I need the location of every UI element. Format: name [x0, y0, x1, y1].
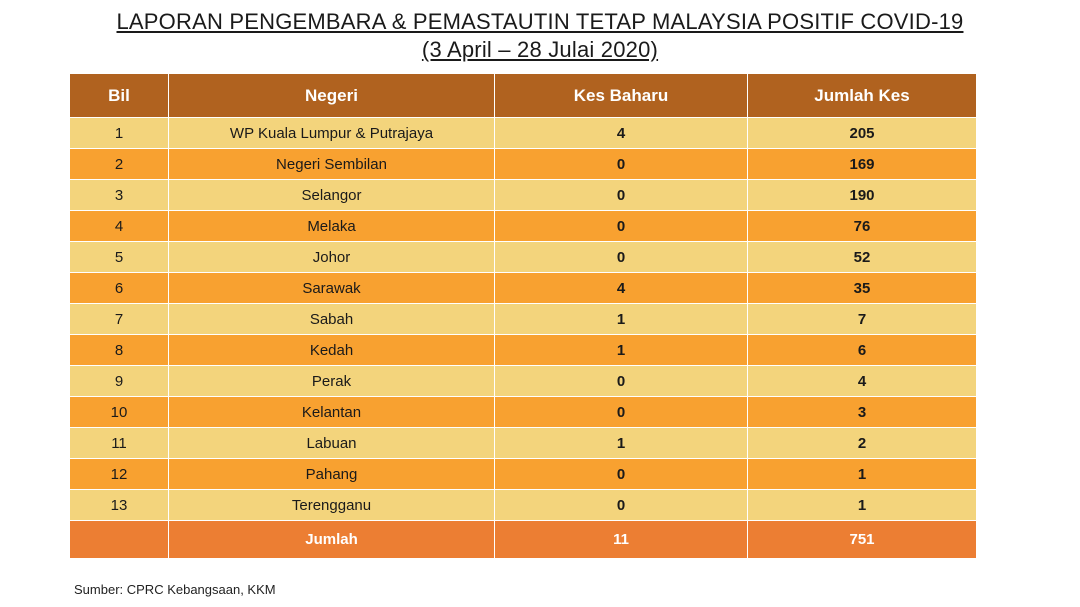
cell-jumlah-kes: 6 — [747, 334, 977, 366]
cell-kes-baharu: 0 — [494, 396, 748, 428]
cell-bil: 2 — [69, 148, 169, 180]
cell-jumlah-kes: 52 — [747, 241, 977, 273]
table-row: 8 Kedah 1 6 — [69, 334, 977, 366]
cell-kes-baharu: 4 — [494, 272, 748, 304]
cell-jumlah-kes: 35 — [747, 272, 977, 304]
cell-negeri: Labuan — [168, 427, 495, 459]
cell-negeri: Kelantan — [168, 396, 495, 428]
report-title: LAPORAN PENGEMBARA & PEMASTAUTIN TETAP M… — [0, 8, 1080, 64]
table-row: 13 Terengganu 0 1 — [69, 489, 977, 521]
cell-negeri: Negeri Sembilan — [168, 148, 495, 180]
cell-bil: 12 — [69, 458, 169, 490]
header-jumlah-kes: Jumlah Kes — [747, 73, 977, 118]
total-label: Jumlah — [168, 520, 495, 559]
cell-negeri: Perak — [168, 365, 495, 397]
report-title-line-2: (3 April – 28 Julai 2020) — [421, 37, 659, 62]
cell-bil: 13 — [69, 489, 169, 521]
cell-bil: 9 — [69, 365, 169, 397]
header-negeri: Negeri — [168, 73, 495, 118]
table-row: 5 Johor 0 52 — [69, 241, 977, 273]
cell-bil: 4 — [69, 210, 169, 242]
table-row: 11 Labuan 1 2 — [69, 427, 977, 459]
cell-bil: 7 — [69, 303, 169, 335]
table-row: 9 Perak 0 4 — [69, 365, 977, 397]
cases-table: Bil Negeri Kes Baharu Jumlah Kes 1 WP Kua… — [69, 73, 977, 559]
table-row: 12 Pahang 0 1 — [69, 458, 977, 490]
cell-negeri: Kedah — [168, 334, 495, 366]
cell-jumlah-kes: 1 — [747, 458, 977, 490]
table-row: 10 Kelantan 0 3 — [69, 396, 977, 428]
total-row: Jumlah 11 751 — [69, 520, 977, 559]
cell-bil: 3 — [69, 179, 169, 211]
cell-kes-baharu: 4 — [494, 117, 748, 149]
cell-negeri: Sarawak — [168, 272, 495, 304]
cell-kes-baharu: 0 — [494, 489, 748, 521]
table-row: 2 Negeri Sembilan 0 169 — [69, 148, 977, 180]
cell-jumlah-kes: 190 — [747, 179, 977, 211]
cell-jumlah-kes: 205 — [747, 117, 977, 149]
cell-jumlah-kes: 76 — [747, 210, 977, 242]
cell-bil: 6 — [69, 272, 169, 304]
cell-kes-baharu: 0 — [494, 148, 748, 180]
total-jumlah-kes: 751 — [747, 520, 977, 559]
cell-kes-baharu: 0 — [494, 365, 748, 397]
cell-jumlah-kes: 7 — [747, 303, 977, 335]
table-row: 4 Melaka 0 76 — [69, 210, 977, 242]
cell-kes-baharu: 0 — [494, 241, 748, 273]
cell-bil: 11 — [69, 427, 169, 459]
cell-jumlah-kes: 2 — [747, 427, 977, 459]
cell-jumlah-kes: 1 — [747, 489, 977, 521]
header-bil: Bil — [69, 73, 169, 118]
source-note: Sumber: CPRC Kebangsaan, KKM — [74, 582, 276, 597]
report-title-line-1: LAPORAN PENGEMBARA & PEMASTAUTIN TETAP M… — [116, 9, 964, 34]
cell-negeri: Johor — [168, 241, 495, 273]
header-kes-baharu: Kes Baharu — [494, 73, 748, 118]
table-body: 1 WP Kuala Lumpur & Putrajaya 4 205 2 Negeri… — [69, 117, 977, 521]
table-row: 6 Sarawak 4 35 — [69, 272, 977, 304]
cell-kes-baharu: 0 — [494, 458, 748, 490]
cell-negeri: Terengganu — [168, 489, 495, 521]
cell-negeri: WP Kuala Lumpur & Putrajaya — [168, 117, 495, 149]
cell-bil: 5 — [69, 241, 169, 273]
cell-kes-baharu: 1 — [494, 427, 748, 459]
cell-kes-baharu: 0 — [494, 210, 748, 242]
total-bil-cell — [69, 520, 169, 559]
cell-bil: 1 — [69, 117, 169, 149]
cell-jumlah-kes: 3 — [747, 396, 977, 428]
cell-kes-baharu: 0 — [494, 179, 748, 211]
cell-kes-baharu: 1 — [494, 303, 748, 335]
cell-bil: 8 — [69, 334, 169, 366]
table-row: 3 Selangor 0 190 — [69, 179, 977, 211]
total-kes-baharu: 11 — [494, 520, 748, 559]
cell-negeri: Melaka — [168, 210, 495, 242]
cell-jumlah-kes: 4 — [747, 365, 977, 397]
table-header-row: Bil Negeri Kes Baharu Jumlah Kes — [69, 73, 977, 118]
cell-jumlah-kes: 169 — [747, 148, 977, 180]
cell-negeri: Sabah — [168, 303, 495, 335]
cell-negeri: Selangor — [168, 179, 495, 211]
cell-kes-baharu: 1 — [494, 334, 748, 366]
table-row: 7 Sabah 1 7 — [69, 303, 977, 335]
cell-bil: 10 — [69, 396, 169, 428]
table-row: 1 WP Kuala Lumpur & Putrajaya 4 205 — [69, 117, 977, 149]
cell-negeri: Pahang — [168, 458, 495, 490]
